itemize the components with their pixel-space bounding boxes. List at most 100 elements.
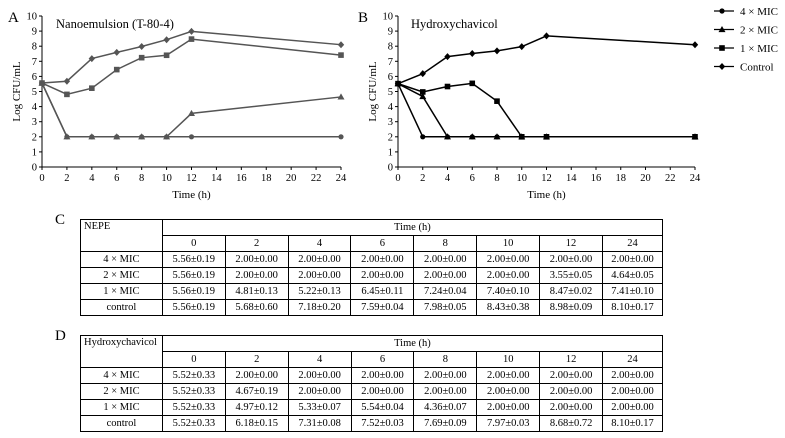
- table-c-cell: 2.00±0.00: [350, 267, 415, 284]
- data-point-diamond: [691, 41, 699, 49]
- data-point-diamond: [88, 55, 96, 63]
- x-tick-label: 2: [420, 173, 425, 184]
- data-point-diamond: [493, 47, 501, 55]
- data-point-diamond: [444, 53, 451, 61]
- table-c-time-col-header: 8: [413, 235, 478, 252]
- data-point-diamond: [163, 36, 170, 44]
- x-tick-label: 0: [395, 173, 400, 184]
- table-d-cell: 8.68±0.72: [539, 415, 604, 432]
- table-d-cell: 7.52±0.03: [350, 415, 415, 432]
- table-c-cell: 7.41±0.10: [602, 283, 663, 300]
- table-c-cell: 8.10±0.17: [602, 299, 663, 316]
- x-tick-label: 6: [114, 173, 119, 184]
- y-tick-label: 9: [32, 27, 37, 38]
- panel-b-y-axis-label: Log CFU/mL: [367, 61, 379, 121]
- series-line-square: [397, 82, 695, 138]
- table-c-cell: 2.00±0.00: [539, 251, 603, 268]
- x-tick-label: 12: [541, 173, 552, 184]
- x-tick-label: 20: [286, 173, 297, 184]
- legend-label: 4 × MIC: [740, 6, 778, 18]
- y-tick-label: 5: [388, 87, 393, 98]
- y-tick-label: 1: [388, 147, 393, 158]
- table-d-cell: 2.00±0.00: [539, 399, 604, 416]
- x-tick-label: 8: [494, 173, 499, 184]
- table-c-cell: 2.00±0.00: [602, 251, 663, 268]
- table-row: 4 × MIC 5.52±0.33 2.00±0.00 2.00±0.00 2.00±0…: [80, 367, 663, 384]
- table-c-cell: 3.55±0.05: [539, 267, 603, 284]
- table-d-cell: 2.00±0.00: [476, 383, 541, 400]
- table-c-row-label: 1 × MIC: [80, 283, 163, 300]
- panel-b-x-axis-label: Time (h): [527, 189, 566, 201]
- data-point-diamond: [188, 27, 195, 35]
- table-row: 1 × MIC 5.52±0.33 4.97±0.12 5.33±0.07 5.54±0…: [80, 399, 663, 416]
- table-c-time-col-header: 0: [161, 235, 226, 252]
- table-d-time-col-header: 10: [476, 351, 541, 368]
- table-d-cell: 2.00±0.00: [539, 383, 604, 400]
- data-point-triangle: [337, 93, 345, 100]
- table-d-cell: 2.00±0.00: [287, 367, 352, 384]
- table-d-cell: 2.00±0.00: [602, 383, 663, 400]
- table-c-cell: 7.18±0.20: [287, 299, 352, 316]
- table-row: 4 × MIC 5.56±0.19 2.00±0.00 2.00±0.00 2.00±0…: [80, 251, 663, 268]
- table-c-cell: 5.56±0.19: [161, 283, 226, 300]
- table-c-label: C: [55, 212, 66, 228]
- table-c-corner-label: NEPE: [80, 219, 163, 252]
- x-tick-label: 16: [236, 173, 247, 184]
- y-tick-label: 7: [32, 57, 37, 68]
- table-d-cell: 6.18±0.15: [224, 415, 289, 432]
- table-d-cell: 7.97±0.03: [476, 415, 541, 432]
- table-c-cell: 2.00±0.00: [350, 251, 415, 268]
- data-point-square: [338, 52, 344, 58]
- table-d-label: D: [55, 328, 66, 344]
- data-point-square: [89, 85, 95, 91]
- data-point-triangle: [88, 133, 96, 140]
- x-tick-label: 20: [640, 173, 651, 184]
- table-row: 2 × MIC 5.52±0.33 4.67±0.19 2.00±0.00 2.00±0…: [80, 383, 663, 400]
- x-tick-label: 10: [517, 173, 528, 184]
- panel-a-x-axis-label: Time (h): [172, 189, 211, 201]
- table-d-cell: 2.00±0.00: [413, 383, 478, 400]
- table-d-cell: 7.69±0.09: [413, 415, 478, 432]
- table-c-cell: 2.00±0.00: [476, 251, 541, 268]
- data-point-diamond: [469, 49, 476, 57]
- y-tick-label: 5: [32, 87, 37, 98]
- table-d-cell: 5.52±0.33: [161, 415, 226, 432]
- data-point-triangle: [419, 92, 427, 100]
- data-point-square: [113, 66, 120, 73]
- data-point-square: [419, 89, 426, 95]
- table-d-cell: 5.52±0.33: [161, 367, 226, 384]
- table-d-time-col-header: 4: [287, 351, 352, 368]
- table-c-cell: 2.00±0.00: [476, 267, 541, 284]
- table-d-time-col-header: 6: [350, 351, 415, 368]
- data-point-square: [163, 52, 170, 59]
- legend-label: 2 × MIC: [740, 25, 778, 37]
- data-point-triangle: [63, 133, 71, 140]
- table-d-cell: 2.00±0.00: [539, 367, 604, 384]
- x-tick-label: 0: [39, 173, 44, 184]
- table-d-cell: 2.00±0.00: [602, 367, 663, 384]
- x-tick-label: 22: [311, 173, 322, 184]
- table-d-cell: 7.31±0.08: [287, 415, 352, 432]
- table-d-time-col-header: 12: [539, 351, 604, 368]
- y-tick-label: 0: [32, 163, 37, 174]
- data-point-diamond: [337, 41, 345, 49]
- data-point-diamond: [518, 43, 525, 51]
- data-point-triangle: [188, 109, 195, 116]
- y-tick-label: 6: [388, 72, 393, 83]
- table-c: NEPE Time (h) 0 2 4 6 8 10 12 24 4 × MIC 5.56±0.19 2…: [80, 219, 664, 316]
- table-c-cell: 4.81±0.13: [224, 283, 289, 300]
- y-tick-label: 2: [388, 132, 393, 143]
- table-d: Hydroxychavicol Time (h) 0 2 4 6 8 10 12 24 4 × MI…: [80, 335, 664, 432]
- legend-marker-diamond: [718, 63, 726, 70]
- table-c-cell: 2.00±0.00: [224, 267, 289, 284]
- table-c-cell: 5.68±0.60: [224, 299, 289, 316]
- series-line-triangle: [41, 82, 342, 138]
- data-point-triangle: [163, 133, 171, 140]
- panel-b-title: Hydroxychavicol: [411, 17, 498, 31]
- table-d-cell: 4.36±0.07: [413, 399, 478, 416]
- data-point-square: [518, 134, 525, 140]
- data-point-diamond: [419, 70, 426, 78]
- data-point-square: [188, 36, 195, 42]
- table-c-cell: 8.43±0.38: [476, 299, 541, 316]
